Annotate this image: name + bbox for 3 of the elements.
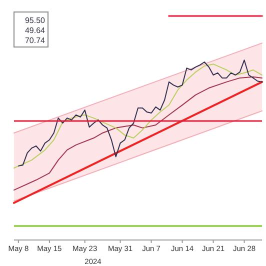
annotation: 70.74 xyxy=(24,36,46,45)
annotation: 95.50 xyxy=(24,16,46,25)
annotation: 49.64 xyxy=(24,26,46,35)
